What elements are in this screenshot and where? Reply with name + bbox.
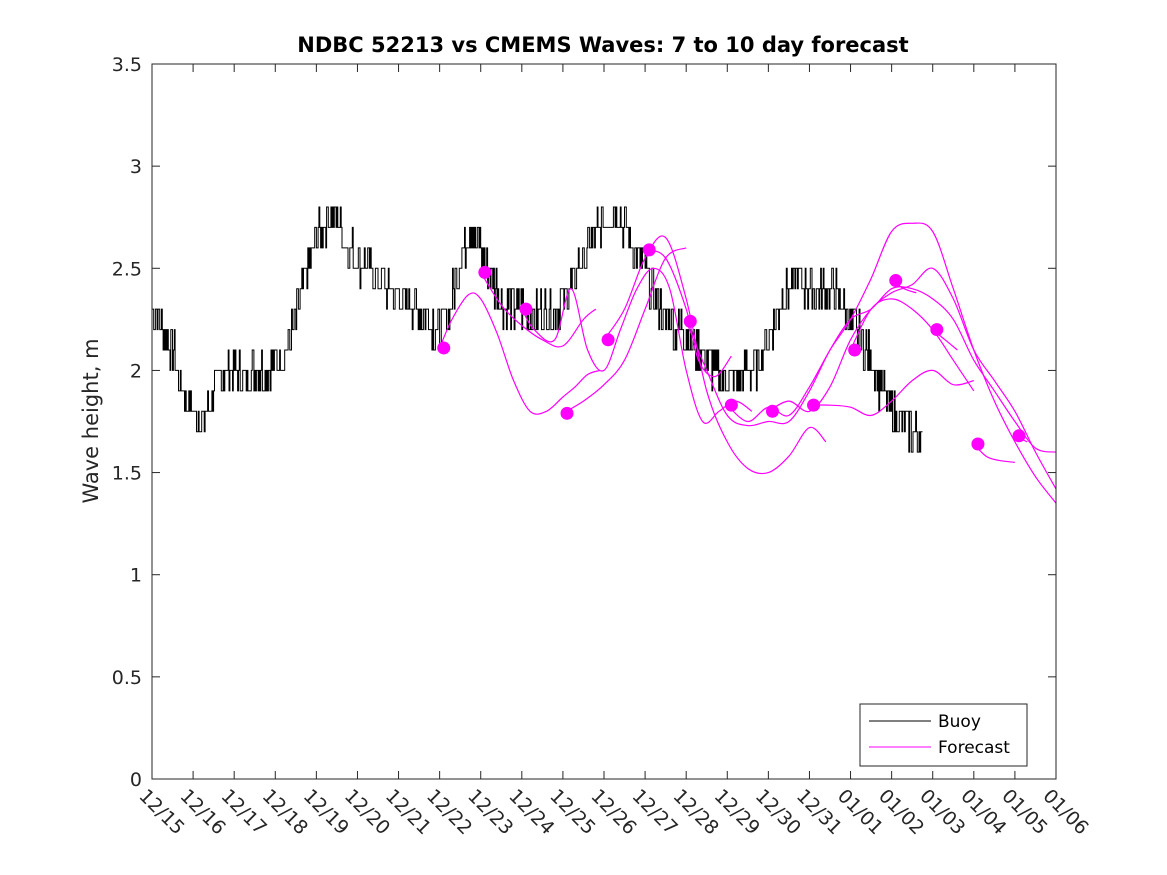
forecast-marker: [437, 341, 451, 355]
forecast-line-run-12-31: [809, 369, 974, 417]
y-axis-label: Wave height, m: [79, 338, 103, 503]
y-tick-label: 1.5: [112, 463, 142, 485]
y-tick-label: 1: [130, 565, 142, 587]
plot-layer: [152, 206, 1057, 504]
forecast-marker: [889, 274, 903, 288]
forecast-marker: [765, 404, 779, 418]
y-tick-label: 3: [130, 156, 142, 178]
forecast-marker: [1012, 429, 1026, 443]
forecast-marker: [601, 333, 615, 347]
forecast-line-run-12-23: [480, 272, 597, 348]
forecast-marker: [724, 398, 738, 412]
buoy-series-line: [152, 206, 923, 453]
forecast-marker: [478, 265, 492, 279]
forecast-line-run-01-01: [849, 298, 975, 392]
y-tick-label: 2: [130, 360, 142, 382]
forecast-marker: [848, 343, 862, 357]
legend-box: [859, 703, 1028, 767]
forecast-marker: [971, 437, 985, 451]
forecast-marker: [930, 323, 944, 337]
y-tick-label: 0.5: [112, 667, 142, 689]
forecast-line-run-12-29: [726, 222, 1057, 504]
forecast-line-run-12-24: [521, 267, 753, 424]
legend-forecast-label: Forecast: [938, 738, 1010, 758]
legend-buoy-label: Buoy: [938, 712, 981, 732]
plot-frame: [151, 63, 1057, 780]
forecast-line-run-12-22: [439, 292, 601, 415]
y-tick-label: 0: [130, 769, 142, 791]
forecast-line-run-12-26: [603, 235, 827, 475]
legend: Buoy Forecast: [859, 703, 1028, 767]
chart-title: NDBC 52213 vs CMEMS Waves: 7 to 10 day f…: [297, 33, 908, 57]
forecast-marker: [560, 406, 574, 420]
plot-area: [152, 64, 1056, 779]
forecast-marker: [683, 314, 697, 328]
y-tick-label: 2.5: [112, 258, 142, 280]
forecast-marker: [807, 398, 821, 412]
forecast-marker: [519, 302, 533, 316]
forecast-marker: [642, 243, 656, 257]
y-tick-label: 3.5: [112, 54, 142, 76]
